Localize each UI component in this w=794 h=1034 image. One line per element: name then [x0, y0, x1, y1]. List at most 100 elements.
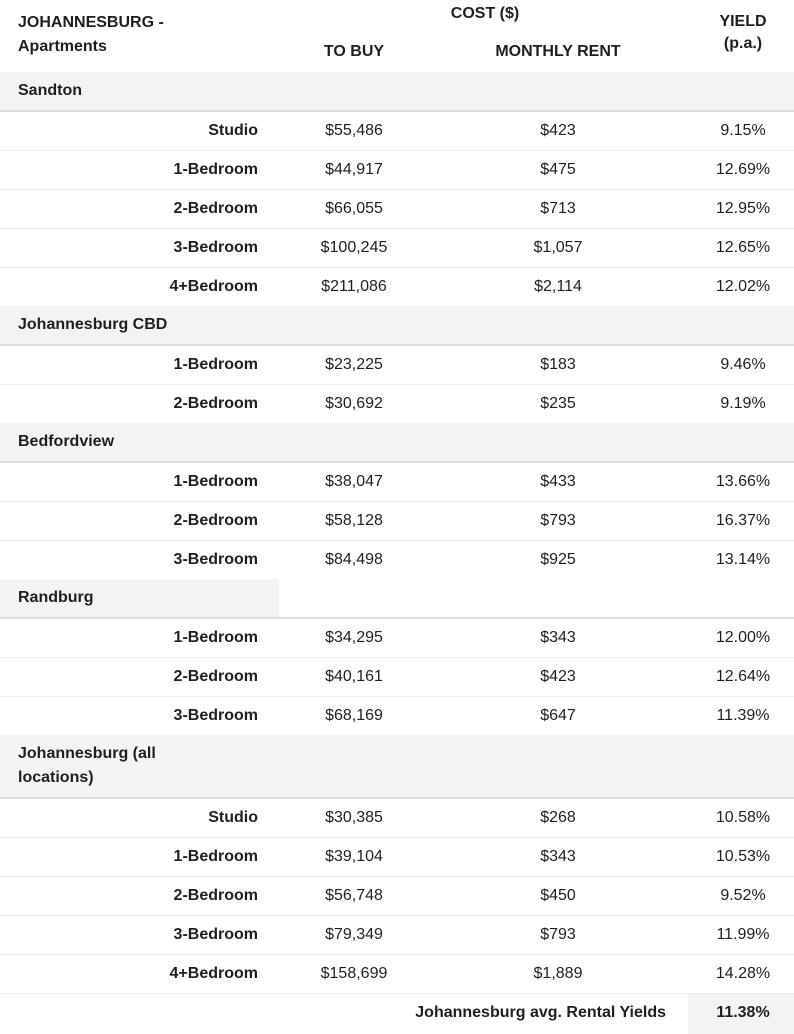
unit-type-cell: 2-Bedroom — [173, 200, 258, 217]
buy-price-cell: $23,225 — [325, 356, 383, 373]
unit-type-cell: Studio — [208, 809, 258, 826]
table-row: 1-Bedroom $39,104 $343 10.53% — [0, 838, 794, 877]
section-label: Randburg — [18, 589, 94, 606]
section-header-bedfordview: Bedfordview — [0, 423, 794, 463]
yield-cell: 13.14% — [715, 551, 771, 568]
yield-cell: 16.37% — [715, 512, 771, 529]
section-header-johannesburg-all: Johannesburg (all locations) — [0, 735, 794, 799]
to-buy-header: TO BUY — [323, 43, 385, 60]
yield-cell: 12.65% — [715, 239, 771, 256]
unit-type-cell: Studio — [208, 122, 258, 139]
unit-type-cell: 1-Bedroom — [173, 356, 258, 373]
unit-type-cell: 1-Bedroom — [173, 473, 258, 490]
monthly-rent-cell: $2,114 — [534, 278, 582, 295]
table-row: 1-Bedroom $23,225 $183 9.46% — [0, 346, 794, 385]
yield-cell: 12.64% — [715, 668, 771, 685]
table-row: 2-Bedroom $40,161 $423 12.64% — [0, 658, 794, 697]
yield-cell: 13.66% — [715, 473, 771, 490]
table-row: 1-Bedroom $38,047 $433 13.66% — [0, 463, 794, 502]
buy-price-cell: $39,104 — [325, 848, 383, 865]
yield-cell: 12.95% — [715, 200, 771, 217]
table-row: 2-Bedroom $58,128 $793 16.37% — [0, 502, 794, 541]
monthly-rent-cell: $793 — [540, 926, 576, 943]
yield-cell: 11.99% — [716, 926, 770, 943]
buy-price-cell: $38,047 — [325, 473, 383, 490]
table-row: 2-Bedroom $30,692 $235 9.19% — [0, 385, 794, 423]
yield-cell: 12.02% — [715, 278, 771, 295]
cost-header: COST ($) — [450, 5, 520, 22]
unit-type-cell: 3-Bedroom — [173, 239, 258, 256]
monthly-rent-cell: $343 — [540, 848, 576, 865]
table-title: JOHANNESBURG - Apartments — [18, 14, 164, 55]
yield-cell: 11.39% — [716, 707, 770, 724]
table-row: 3-Bedroom $68,169 $647 11.39% — [0, 697, 794, 735]
table-row: 4+Bedroom $158,699 $1,889 14.28% — [0, 955, 794, 994]
monthly-rent-cell: $183 — [540, 356, 576, 373]
unit-type-cell: 4+Bedroom — [169, 965, 258, 982]
yield-cell: 12.69% — [715, 161, 771, 178]
buy-price-cell: $158,699 — [320, 965, 388, 982]
yield-cell: 10.53% — [715, 848, 771, 865]
table-row: 3-Bedroom $79,349 $793 11.99% — [0, 916, 794, 955]
monthly-rent-cell: $268 — [540, 809, 576, 826]
average-yield-label: Johannesburg avg. Rental Yields — [415, 1004, 666, 1021]
monthly-rent-cell: $713 — [540, 200, 576, 217]
monthly-rent-cell: $1,057 — [533, 239, 583, 256]
buy-price-cell: $56,748 — [325, 887, 383, 904]
section-label-background — [0, 579, 279, 617]
yield-cell: 9.46% — [720, 356, 766, 373]
table-row: 2-Bedroom $56,748 $450 9.52% — [0, 877, 794, 916]
monthly-rent-cell: $343 — [540, 629, 576, 646]
unit-type-cell: 2-Bedroom — [173, 395, 258, 412]
table-row: Studio $55,486 $423 9.15% — [0, 112, 794, 151]
buy-price-cell: $79,349 — [325, 926, 383, 943]
buy-price-cell: $55,486 — [325, 122, 383, 139]
unit-type-cell: 3-Bedroom — [173, 926, 258, 943]
buy-price-cell: $84,498 — [325, 551, 383, 568]
buy-price-cell: $100,245 — [320, 239, 388, 256]
monthly-rent-cell: $475 — [540, 161, 576, 178]
yield-cell: 12.00% — [715, 629, 771, 646]
table-row: 3-Bedroom $100,245 $1,057 12.65% — [0, 229, 794, 268]
unit-type-cell: 3-Bedroom — [173, 551, 258, 568]
monthly-rent-cell: $433 — [540, 473, 576, 490]
table-row: 1-Bedroom $34,295 $343 12.00% — [0, 619, 794, 658]
average-yield-value: 11.38% — [716, 1004, 770, 1021]
buy-price-cell: $58,128 — [325, 512, 383, 529]
section-header-randburg: Randburg — [0, 579, 794, 619]
monthly-rent-cell: $1,889 — [533, 965, 583, 982]
table-row: 3-Bedroom $84,498 $925 13.14% — [0, 541, 794, 579]
unit-type-cell: 1-Bedroom — [173, 161, 258, 178]
buy-price-cell: $44,917 — [325, 161, 383, 178]
monthly-rent-cell: $647 — [540, 707, 576, 724]
unit-type-cell: 1-Bedroom — [173, 629, 258, 646]
unit-type-cell: 2-Bedroom — [173, 668, 258, 685]
section-label: Bedfordview — [18, 433, 115, 450]
yield-cell: 9.19% — [720, 395, 766, 412]
section-label: Sandton — [18, 82, 82, 99]
yield-cell: 9.15% — [720, 122, 766, 139]
monthly-rent-cell: $423 — [540, 668, 576, 685]
unit-type-cell: 1-Bedroom — [173, 848, 258, 865]
unit-type-cell: 4+Bedroom — [169, 278, 258, 295]
monthly-rent-cell: $925 — [540, 551, 576, 568]
yield-header: YIELD (p.a.) — [719, 13, 767, 52]
buy-price-cell: $68,169 — [325, 707, 383, 724]
unit-type-cell: 2-Bedroom — [173, 512, 258, 529]
section-header-johannesburg-cbd: Johannesburg CBD — [0, 306, 794, 346]
section-label: Johannesburg CBD — [18, 316, 168, 333]
buy-price-cell: $30,385 — [325, 809, 383, 826]
section-label: Johannesburg (all locations) — [18, 745, 156, 786]
monthly-rent-cell: $450 — [540, 887, 576, 904]
table-body: Sandton Studio $55,486 $423 9.15% 1-Bedr… — [0, 72, 794, 1034]
monthly-rent-cell: $235 — [540, 395, 576, 412]
unit-type-cell: 2-Bedroom — [173, 887, 258, 904]
buy-price-cell: $30,692 — [325, 395, 383, 412]
yield-cell: 10.58% — [715, 809, 771, 826]
table-row: 1-Bedroom $44,917 $475 12.69% — [0, 151, 794, 190]
table-row: 2-Bedroom $66,055 $713 12.95% — [0, 190, 794, 229]
buy-price-cell: $211,086 — [321, 278, 387, 295]
monthly-rent-header: MONTHLY RENT — [495, 43, 621, 60]
monthly-rent-cell: $423 — [540, 122, 576, 139]
